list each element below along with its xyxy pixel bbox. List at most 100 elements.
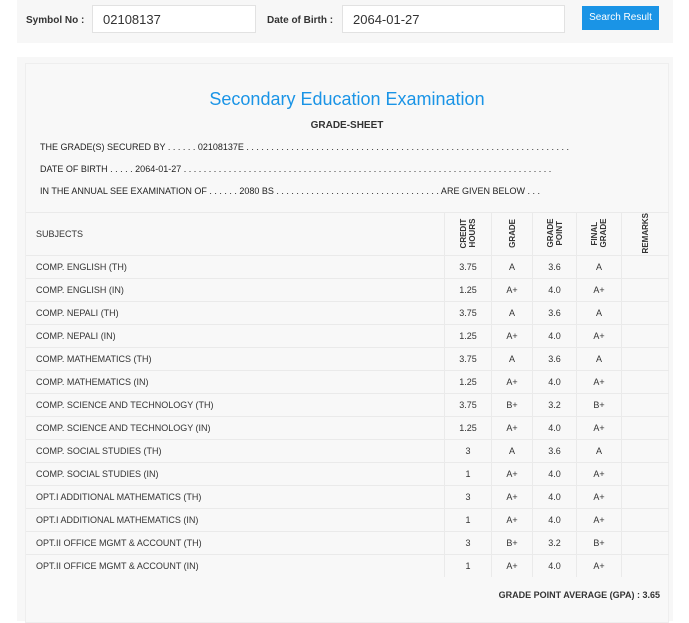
- grade-point-cell: 4.0: [532, 324, 577, 348]
- grade-cell: A: [491, 255, 533, 279]
- credit-hours-cell: 3.75: [444, 393, 492, 417]
- table-row: COMP. ENGLISH (TH) 3.75 A 3.6 A: [26, 255, 669, 279]
- table-row: OPT.II OFFICE MGMT & ACCOUNT (TH) 3 B+ 3.2 B…: [26, 531, 669, 555]
- final-grade-cell: A+: [576, 554, 622, 578]
- header-remarks: REMARKS: [621, 211, 669, 256]
- remarks-cell: [621, 255, 669, 279]
- subject-cell: COMP. NEPALI (TH): [26, 301, 445, 325]
- header-final-grade: FINAL GRADE: [576, 211, 622, 256]
- table-row: COMP. MATHEMATICS (TH) 3.75 A 3.6 A: [26, 347, 669, 371]
- subject-cell: COMP. MATHEMATICS (TH): [26, 347, 445, 371]
- credit-hours-cell: 3: [444, 531, 492, 555]
- grade-cell: A: [491, 439, 533, 463]
- final-grade-cell: A+: [576, 508, 622, 532]
- subject-cell: COMP. MATHEMATICS (IN): [26, 370, 445, 394]
- grade-cell: A+: [491, 485, 533, 509]
- subject-cell: OPT.II OFFICE MGMT & ACCOUNT (TH): [26, 531, 445, 555]
- grades-table: SUBJECTS CREDIT HOURS GRADE GRADE POINT …: [26, 211, 669, 578]
- remarks-cell: [621, 278, 669, 302]
- remarks-cell: [621, 485, 669, 509]
- table-row: OPT.II OFFICE MGMT & ACCOUNT (IN) 1 A+ 4.0 A…: [26, 554, 669, 578]
- credit-hours-cell: 1.25: [444, 278, 492, 302]
- final-grade-cell: A: [576, 301, 622, 325]
- table-row: COMP. MATHEMATICS (IN) 1.25 A+ 4.0 A+: [26, 370, 669, 394]
- gpa-text: GRADE POINT AVERAGE (GPA) : 3.65: [498, 590, 660, 600]
- grade-cell: A+: [491, 462, 533, 486]
- remarks-cell: [621, 393, 669, 417]
- credit-hours-cell: 1.25: [444, 416, 492, 440]
- final-grade-cell: A+: [576, 485, 622, 509]
- grade-point-cell: 3.6: [532, 301, 577, 325]
- credit-hours-cell: 3.75: [444, 255, 492, 279]
- exam-title: Secondary Education Examination: [209, 89, 485, 109]
- subject-cell: OPT.I ADDITIONAL MATHEMATICS (TH): [26, 485, 445, 509]
- grade-cell: B+: [491, 531, 533, 555]
- grade-sheet-card: Secondary Education Examination GRADE-SH…: [17, 57, 673, 623]
- final-grade-cell: A+: [576, 370, 622, 394]
- subject-cell: COMP. ENGLISH (IN): [26, 278, 445, 302]
- remarks-cell: [621, 416, 669, 440]
- credit-hours-cell: 3: [444, 439, 492, 463]
- table-row: OPT.I ADDITIONAL MATHEMATICS (IN) 1 A+ 4.0 A…: [26, 508, 669, 532]
- table-row: OPT.I ADDITIONAL MATHEMATICS (TH) 3 A+ 4.0 A…: [26, 485, 669, 509]
- final-grade-cell: A: [576, 439, 622, 463]
- remarks-cell: [621, 347, 669, 371]
- subject-cell: COMP. SOCIAL STUDIES (IN): [26, 462, 445, 486]
- secured-by-line: THE GRADE(S) SECURED BY . . . . . . 0210…: [40, 142, 569, 152]
- header-grade-point: GRADE POINT: [532, 211, 577, 256]
- final-grade-cell: A: [576, 347, 622, 371]
- grade-cell: A+: [491, 508, 533, 532]
- remarks-cell: [621, 301, 669, 325]
- grade-cell: A+: [491, 324, 533, 348]
- credit-hours-cell: 1: [444, 508, 492, 532]
- header-subjects: SUBJECTS: [26, 211, 445, 256]
- symbol-input[interactable]: [92, 5, 256, 33]
- grade-point-cell: 4.0: [532, 485, 577, 509]
- subject-cell: COMP. SOCIAL STUDIES (TH): [26, 439, 445, 463]
- grade-cell: A+: [491, 370, 533, 394]
- dob-input[interactable]: [342, 5, 565, 33]
- credit-hours-cell: 3: [444, 485, 492, 509]
- subject-cell: COMP. SCIENCE AND TECHNOLOGY (TH): [26, 393, 445, 417]
- grade-point-cell: 4.0: [532, 416, 577, 440]
- table-row: COMP. ENGLISH (IN) 1.25 A+ 4.0 A+: [26, 278, 669, 302]
- grade-cell: A: [491, 347, 533, 371]
- credit-hours-cell: 1.25: [444, 324, 492, 348]
- dob-label: Date of Birth :: [267, 15, 334, 26]
- grade-point-cell: 3.6: [532, 255, 577, 279]
- credit-hours-cell: 3.75: [444, 301, 492, 325]
- grade-point-cell: 4.0: [532, 462, 577, 486]
- search-bar: Symbol No : Date of Birth :: [17, 0, 673, 43]
- table-row: COMP. SCIENCE AND TECHNOLOGY (IN) 1.25 A+ 4…: [26, 416, 669, 440]
- subject-cell: OPT.II OFFICE MGMT & ACCOUNT (IN): [26, 554, 445, 578]
- grade-sheet: Secondary Education Examination GRADE-SH…: [25, 63, 669, 623]
- remarks-cell: [621, 508, 669, 532]
- credit-hours-cell: 1.25: [444, 370, 492, 394]
- table-row: COMP. SOCIAL STUDIES (IN) 1 A+ 4.0 A+: [26, 462, 669, 486]
- grade-point-cell: 4.0: [532, 278, 577, 302]
- grade-point-cell: 4.0: [532, 508, 577, 532]
- final-grade-cell: A+: [576, 324, 622, 348]
- grade-sheet-heading: GRADE-SHEET: [310, 120, 384, 131]
- grade-point-cell: 3.2: [532, 393, 577, 417]
- grade-cell: B+: [491, 393, 533, 417]
- remarks-cell: [621, 324, 669, 348]
- remarks-cell: [621, 531, 669, 555]
- credit-hours-cell: 1: [444, 554, 492, 578]
- header-credit-hours: CREDIT HOURS: [444, 211, 492, 256]
- exam-line: IN THE ANNUAL SEE EXAMINATION OF . . . .…: [40, 186, 540, 196]
- grade-cell: A+: [491, 278, 533, 302]
- search-result-button[interactable]: Search Result: [582, 6, 659, 30]
- final-grade-cell: A+: [576, 278, 622, 302]
- remarks-cell: [621, 462, 669, 486]
- remarks-cell: [621, 370, 669, 394]
- table-header: SUBJECTS CREDIT HOURS GRADE GRADE POINT …: [26, 211, 669, 256]
- grade-cell: A: [491, 301, 533, 325]
- final-grade-cell: B+: [576, 393, 622, 417]
- subject-cell: OPT.I ADDITIONAL MATHEMATICS (IN): [26, 508, 445, 532]
- final-grade-cell: B+: [576, 531, 622, 555]
- grade-point-cell: 4.0: [532, 554, 577, 578]
- grade-point-cell: 3.6: [532, 439, 577, 463]
- final-grade-cell: A: [576, 255, 622, 279]
- table-row: COMP. NEPALI (TH) 3.75 A 3.6 A: [26, 301, 669, 325]
